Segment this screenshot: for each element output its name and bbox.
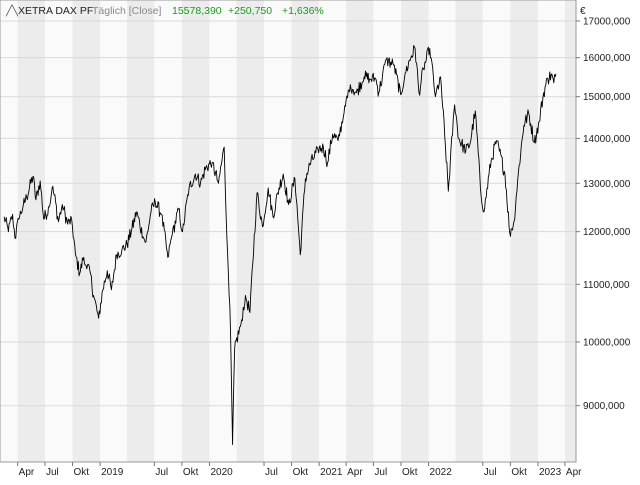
legend-change: +250,750 bbox=[228, 5, 272, 17]
x-tick-label: 2022 bbox=[430, 467, 453, 478]
x-tick-label: 2023 bbox=[539, 467, 562, 478]
x-tick-label: Jul bbox=[46, 467, 59, 478]
x-axis: Apr Jul Okt 2019 Jul Okt 2020 Jul Okt 2021 Apr Jul O… bbox=[17, 462, 582, 478]
x-tick-label: 2019 bbox=[101, 467, 124, 478]
x-tick-label: Apr bbox=[19, 467, 35, 478]
quarter-band bbox=[510, 0, 538, 462]
x-tick-label: Okt bbox=[402, 467, 418, 478]
legend-last-value: 15578,390 bbox=[172, 5, 222, 17]
y-tick-label: 17000,000 bbox=[583, 16, 631, 27]
x-tick-label: Jul bbox=[484, 467, 497, 478]
legend-instrument-name: XETRA DAX PF bbox=[18, 5, 93, 17]
x-tick-label: 2021 bbox=[320, 467, 343, 478]
line-chart-icon: ╱╲ bbox=[5, 4, 19, 17]
x-tick-label: Jul bbox=[155, 467, 168, 478]
x-tick-label: Jul bbox=[265, 467, 278, 478]
quarter-band bbox=[72, 0, 101, 462]
y-tick-label: 10000,000 bbox=[583, 337, 631, 348]
y-axis: 9000,000 10000,000 11000,000 12000,000 13000… bbox=[576, 16, 631, 412]
quarter-band bbox=[564, 0, 576, 462]
quarter-band bbox=[181, 0, 210, 462]
legend-change-percent: +1,636% bbox=[282, 5, 324, 17]
quarter-band bbox=[291, 0, 320, 462]
quarter-band bbox=[17, 0, 45, 462]
x-tick-label: Okt bbox=[74, 467, 90, 478]
x-tick-label: Okt bbox=[293, 467, 309, 478]
y-tick-label: 14000,000 bbox=[583, 134, 631, 145]
y-tick-label: 13000,000 bbox=[583, 179, 631, 190]
legend-interval: Täglich [Close] bbox=[92, 5, 162, 17]
y-tick-label: 11000,000 bbox=[583, 280, 630, 291]
x-tick-label: Jul bbox=[374, 467, 387, 478]
quarter-band bbox=[236, 0, 265, 462]
price-line[interactable] bbox=[3, 45, 557, 445]
y-tick-label: 15000,000 bbox=[583, 92, 631, 103]
x-tick-label: Okt bbox=[183, 467, 199, 478]
y-tick-label: 12000,000 bbox=[583, 227, 631, 238]
quarter-bands bbox=[17, 0, 576, 462]
legend: ╱╲ XETRA DAX PF Täglich [Close] 15578,39… bbox=[5, 4, 324, 17]
quarter-band bbox=[455, 0, 483, 462]
price-series bbox=[3, 45, 557, 445]
x-tick-label: Okt bbox=[511, 467, 527, 478]
y-tick-label: 9000,000 bbox=[583, 401, 625, 412]
x-tick-label: 2020 bbox=[210, 467, 233, 478]
quarter-band bbox=[346, 0, 374, 462]
currency-symbol: € bbox=[580, 6, 586, 17]
plot-frame bbox=[0, 0, 577, 463]
quarter-band bbox=[400, 0, 429, 462]
x-tick-label: Apr bbox=[347, 467, 363, 478]
x-tick-label: Apr bbox=[566, 467, 582, 478]
y-tick-label: 16000,000 bbox=[583, 53, 631, 64]
